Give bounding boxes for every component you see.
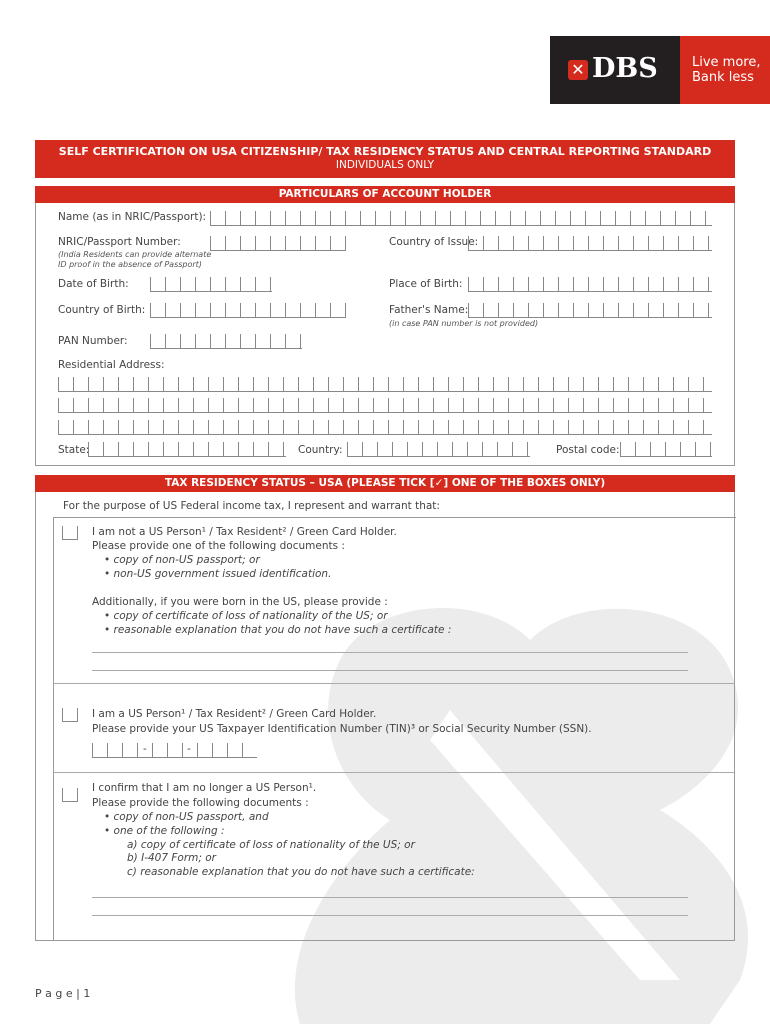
father-note: (in case PAN number is not provided) [389, 319, 539, 328]
postal-code-input[interactable] [620, 442, 712, 457]
place-of-birth-label: Place of Birth: [389, 278, 463, 290]
state-label: State: [58, 444, 90, 456]
no-longer-us-person-checkbox[interactable] [62, 788, 78, 802]
opt3-subitem: b) I-407 Form; or [127, 852, 216, 864]
particulars-header: PARTICULARS OF ACCOUNT HOLDER [35, 186, 735, 203]
opt2-text: Please provide your US Taxpayer Identifi… [92, 723, 592, 735]
page-subtitle: INDIVIDUALS ONLY [335, 159, 435, 171]
address-line-2-input[interactable] [58, 398, 712, 413]
tin-dash: - [143, 743, 147, 755]
address-line-1-input[interactable] [58, 377, 712, 392]
opt1-bullet: • copy of non-US passport; or [104, 554, 260, 566]
dbs-logo: ✕ DBS [550, 36, 680, 104]
dob-input[interactable] [150, 277, 272, 292]
opt3-subitem: a) copy of certificate of loss of nation… [127, 839, 415, 851]
not-us-person-checkbox[interactable] [62, 526, 78, 540]
postal-code-label: Postal code: [556, 444, 620, 456]
opt3-text: I confirm that I am no longer a US Perso… [92, 782, 317, 794]
father-name-input[interactable] [468, 303, 712, 318]
opt1-bullet: • non-US government issued identificatio… [104, 568, 332, 580]
nric-input[interactable] [210, 236, 346, 251]
divider [53, 772, 735, 773]
pan-label: PAN Number: [58, 335, 128, 347]
tax-options-box [53, 517, 736, 941]
opt3-bullet: • one of the following : [104, 825, 225, 837]
nric-note: (India Residents can provide alternate [58, 250, 212, 259]
father-name-label: Father's Name: [389, 304, 469, 316]
country-of-issue-input[interactable] [468, 236, 712, 251]
logo-brand: DBS [592, 53, 658, 84]
us-person-checkbox[interactable] [62, 708, 78, 722]
address-label: Residential Address: [58, 359, 165, 371]
explanation-line-input[interactable] [92, 897, 688, 898]
tax-intro: For the purpose of US Federal income tax… [63, 500, 440, 512]
divider [53, 683, 735, 684]
opt3-subitem: c) reasonable explanation that you do no… [127, 866, 475, 878]
name-input[interactable] [210, 211, 712, 226]
dob-label: Date of Birth: [58, 278, 129, 290]
nric-note: ID proof in the absence of Passport) [58, 260, 202, 269]
tin-dash: - [187, 743, 191, 755]
nric-label: NRIC/Passport Number: [58, 236, 181, 248]
tin-input[interactable] [92, 743, 257, 758]
opt1-text: I am not a US Person¹ / Tax Resident² / … [92, 526, 397, 538]
country-of-birth-label: Country of Birth: [58, 304, 146, 316]
opt1-bullet: • copy of certificate of loss of nationa… [104, 610, 388, 622]
explanation-line-input[interactable] [92, 670, 688, 671]
opt3-text: Please provide the following documents : [92, 797, 309, 809]
place-of-birth-input[interactable] [468, 277, 712, 292]
country-of-birth-input[interactable] [150, 303, 346, 318]
watermark-logo [294, 607, 749, 1024]
page-title: SELF CERTIFICATION ON USA CITIZENSHIP/ T… [58, 145, 712, 158]
opt1-text: Additionally, if you were born in the US… [92, 596, 388, 608]
explanation-line-input[interactable] [92, 652, 688, 653]
logo-tagline: Live more, Bank less [680, 36, 770, 104]
tax-header: TAX RESIDENCY STATUS – USA (PLEASE TICK … [35, 475, 735, 492]
dbs-star-icon: ✕ [568, 60, 588, 80]
opt1-bullet: • reasonable explanation that you do not… [104, 624, 452, 636]
opt2-text: I am a US Person¹ / Tax Resident² / Gree… [92, 708, 377, 720]
tagline-line: Bank less [692, 70, 754, 85]
page-number: P a g e | 1 [35, 987, 91, 1000]
country-of-issue-label: Country of Issue: [389, 236, 479, 248]
explanation-line-input[interactable] [92, 915, 688, 916]
state-input[interactable] [88, 442, 286, 457]
opt1-text: Please provide one of the following docu… [92, 540, 345, 552]
country-input[interactable] [347, 442, 530, 457]
pan-input[interactable] [150, 334, 302, 349]
address-line-3-input[interactable] [58, 420, 712, 435]
opt3-bullet: • copy of non-US passport, and [104, 811, 269, 823]
country-label: Country: [298, 444, 343, 456]
title-bar: SELF CERTIFICATION ON USA CITIZENSHIP/ T… [35, 140, 735, 178]
name-label: Name (as in NRIC/Passport): [58, 211, 207, 223]
tagline-line: Live more, [692, 55, 761, 70]
